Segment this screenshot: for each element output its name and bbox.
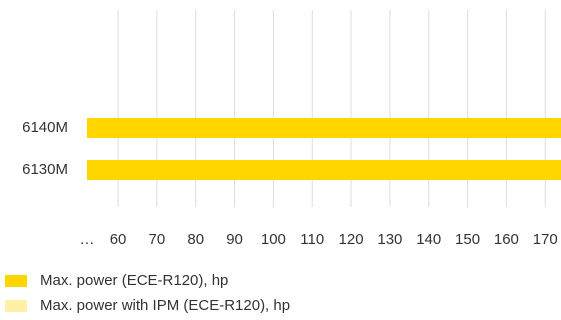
- x-tick-label: 80: [187, 231, 204, 248]
- x-tick-label: 100: [261, 231, 286, 248]
- x-tick-label: 120: [339, 231, 364, 248]
- bar-segment: [87, 118, 561, 138]
- category-label: 6140M: [22, 119, 68, 136]
- legend-label: Max. power with IPM (ECE-R120), hp: [40, 297, 290, 314]
- bar-segment: [87, 160, 561, 180]
- legend-swatch: [5, 275, 27, 287]
- x-tick-label: …: [80, 231, 95, 248]
- x-tick-label: 160: [494, 231, 519, 248]
- x-tick-label: 60: [110, 231, 127, 248]
- legend-label: Max. power (ECE-R120), hp: [40, 272, 228, 289]
- legend-swatch: [5, 300, 27, 312]
- x-tick-label: 170: [533, 231, 558, 248]
- x-tick-label: 90: [226, 231, 243, 248]
- x-tick-label: 150: [455, 231, 480, 248]
- x-tick-label: 110: [300, 231, 324, 248]
- x-tick-label: 70: [149, 231, 166, 248]
- category-label: 6130M: [22, 161, 68, 178]
- x-tick-label: 140: [416, 231, 441, 248]
- x-tick-label: 130: [377, 231, 402, 248]
